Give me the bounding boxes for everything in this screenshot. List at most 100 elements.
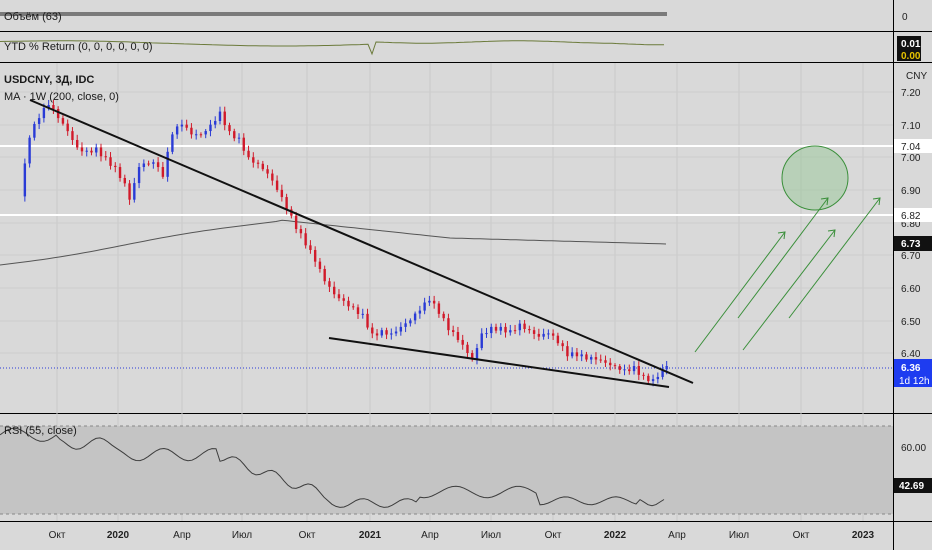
candle[interactable] (28, 137, 31, 164)
candle[interactable] (333, 286, 336, 295)
candle[interactable] (613, 365, 617, 367)
candle[interactable] (604, 360, 607, 363)
arrow-4[interactable] (788, 197, 881, 319)
candle[interactable] (180, 124, 184, 127)
candle[interactable] (423, 302, 426, 311)
candle[interactable] (328, 281, 331, 287)
candle[interactable] (309, 245, 312, 250)
candle[interactable] (656, 376, 660, 380)
candle[interactable] (485, 333, 488, 335)
candle[interactable] (352, 306, 355, 308)
candle[interactable] (509, 330, 512, 333)
ma-label[interactable]: MA · 1W (200, close, 0) (4, 91, 119, 103)
candle[interactable] (637, 366, 640, 375)
candle[interactable] (442, 313, 445, 319)
candle[interactable] (337, 294, 341, 299)
candle[interactable] (261, 163, 265, 170)
candle[interactable] (175, 126, 179, 135)
candle[interactable] (366, 313, 369, 328)
candle[interactable] (504, 326, 507, 333)
candle[interactable] (275, 180, 279, 190)
candle[interactable] (523, 323, 526, 330)
candle[interactable] (42, 108, 46, 119)
candle[interactable] (451, 330, 455, 333)
candle[interactable] (214, 120, 217, 125)
candle[interactable] (623, 369, 626, 371)
candle[interactable] (147, 163, 150, 165)
candle[interactable] (447, 318, 450, 331)
candle[interactable] (513, 330, 517, 332)
candle[interactable] (323, 268, 326, 282)
candle[interactable] (651, 379, 655, 382)
symbol-label[interactable]: USDCNY, 3Д, IDC (4, 74, 94, 86)
candle[interactable] (399, 326, 403, 332)
candle[interactable] (33, 123, 36, 138)
candle[interactable] (575, 352, 579, 357)
candle[interactable] (190, 127, 193, 135)
arrow-3[interactable] (742, 229, 836, 351)
candle[interactable] (118, 167, 122, 178)
candle[interactable] (609, 362, 612, 366)
candle[interactable] (480, 333, 483, 349)
candle[interactable] (156, 162, 160, 168)
candle[interactable] (223, 111, 226, 126)
candle[interactable] (494, 326, 498, 331)
candle[interactable] (171, 134, 174, 152)
candle[interactable] (299, 229, 303, 234)
candle[interactable] (204, 131, 207, 135)
support-trendline[interactable] (328, 337, 670, 388)
candle[interactable] (428, 300, 431, 303)
candle[interactable] (375, 333, 379, 336)
candle[interactable] (532, 330, 536, 334)
candle[interactable] (95, 147, 98, 153)
candle[interactable] (99, 147, 103, 157)
descending-trendline[interactable] (29, 99, 694, 384)
candle[interactable] (356, 307, 360, 314)
candle[interactable] (194, 134, 198, 136)
candle[interactable] (556, 335, 560, 344)
candle[interactable] (380, 330, 383, 336)
candle[interactable] (570, 352, 574, 357)
candle[interactable] (104, 156, 107, 158)
candle[interactable] (280, 189, 284, 198)
candle[interactable] (490, 326, 493, 334)
candle[interactable] (394, 331, 398, 334)
candle[interactable] (542, 333, 545, 337)
candle[interactable] (271, 173, 274, 181)
candle[interactable] (294, 215, 298, 230)
candle[interactable] (304, 233, 307, 246)
candle[interactable] (161, 167, 165, 177)
volume-label[interactable]: Объём (63) (4, 11, 62, 23)
candle[interactable] (432, 300, 436, 304)
candle[interactable] (413, 313, 417, 321)
candle[interactable] (628, 369, 631, 372)
candle[interactable] (599, 359, 602, 361)
candle[interactable] (566, 346, 569, 357)
candle[interactable] (23, 163, 27, 197)
projection-arrows[interactable] (694, 197, 881, 353)
candle[interactable] (166, 151, 169, 177)
candle[interactable] (528, 329, 531, 331)
candle[interactable] (61, 118, 65, 124)
candle[interactable] (437, 303, 441, 314)
candle[interactable] (632, 366, 636, 372)
candle[interactable] (247, 150, 250, 158)
candle[interactable] (537, 333, 541, 337)
candle[interactable] (456, 332, 460, 340)
candle[interactable] (585, 354, 588, 360)
ytd-label[interactable]: YTD % Return (0, 0, 0, 0, 0, 0) (4, 41, 153, 53)
candle[interactable] (499, 326, 502, 331)
candle[interactable] (199, 134, 203, 136)
candle[interactable] (661, 369, 664, 377)
candle[interactable] (580, 354, 583, 357)
candle[interactable] (313, 249, 317, 262)
candle[interactable] (52, 105, 55, 110)
candle[interactable] (242, 137, 245, 151)
candle[interactable] (471, 353, 474, 360)
candle[interactable] (285, 197, 288, 210)
candle[interactable] (390, 333, 393, 335)
candle[interactable] (114, 165, 117, 168)
candle[interactable] (56, 109, 60, 119)
candle[interactable] (547, 333, 550, 335)
candle[interactable] (318, 261, 322, 269)
